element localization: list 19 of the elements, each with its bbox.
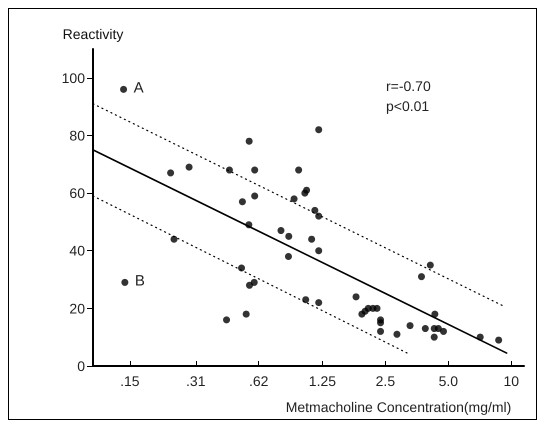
x-tick-label: .15 bbox=[120, 373, 140, 389]
annotation: r=-0.70 bbox=[386, 78, 431, 94]
annotation: B bbox=[134, 272, 145, 290]
x-tick-label: .31 bbox=[186, 373, 206, 389]
y-tick-label: 40 bbox=[69, 242, 86, 259]
x-tick-label: 10 bbox=[504, 373, 520, 389]
y-tick-label: 0 bbox=[77, 358, 86, 374]
y-axis-title: Reactivity bbox=[62, 26, 124, 42]
x-tick-label: 5.0 bbox=[438, 373, 458, 389]
x-tick-label: .62 bbox=[248, 373, 269, 389]
y-tick-label: 100 bbox=[62, 70, 86, 86]
y-tick-label: 20 bbox=[69, 300, 86, 316]
x-tick-label: 2.5 bbox=[376, 373, 396, 389]
annotation: p<0.01 bbox=[386, 98, 430, 114]
x-axis-title: Metmacholine Concentration(mg/ml) bbox=[286, 399, 512, 415]
y-tick-label: 60 bbox=[69, 185, 86, 202]
x-tick-label: 1.25 bbox=[308, 373, 336, 389]
annotation: A bbox=[134, 79, 144, 96]
y-tick-label: 80 bbox=[69, 127, 86, 144]
